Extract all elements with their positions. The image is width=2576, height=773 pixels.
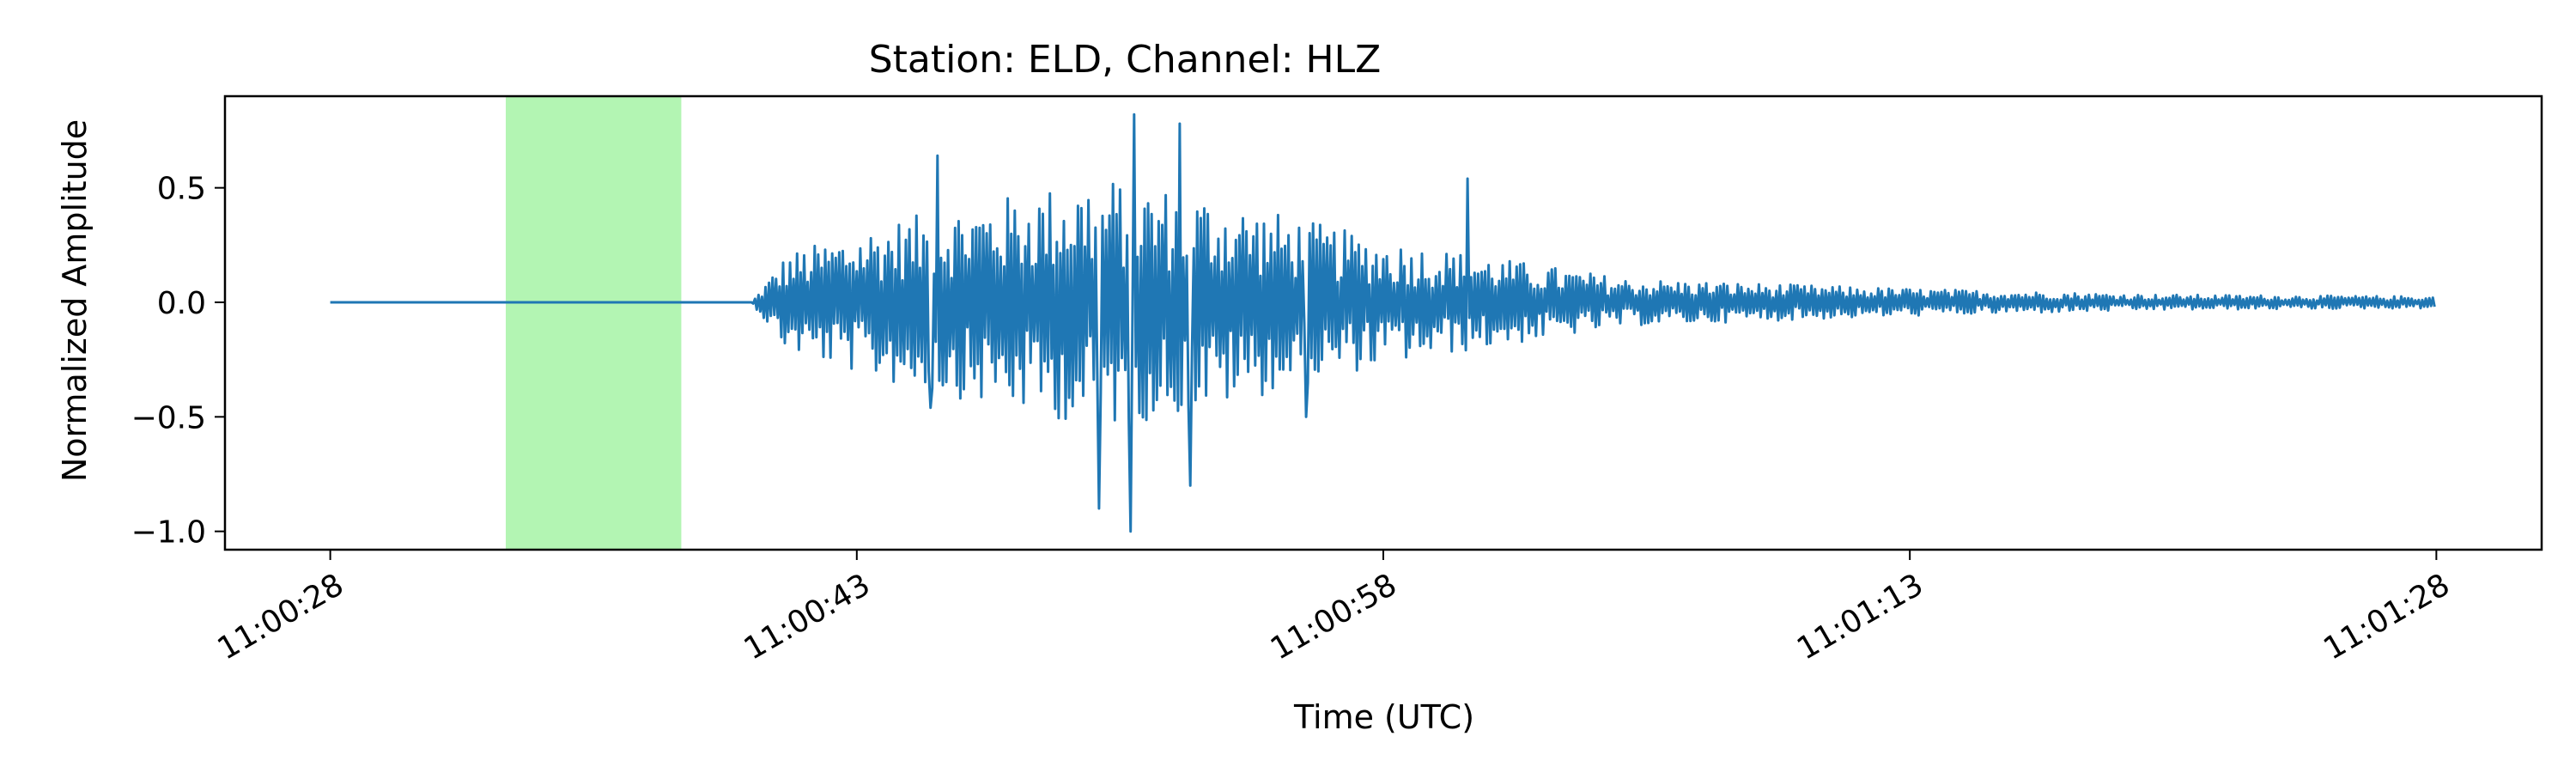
y-tick-label: −0.5 [131,400,206,435]
x-tick-label: 11:01:28 [2318,567,2456,666]
highlight-span [506,96,682,550]
x-tick-label: 11:00:43 [738,567,877,666]
x-axis: 11:00:28 11:00:43 11:00:58 11:01:13 11:01:28 [212,550,2456,667]
chart-title: Station: ELD, Channel: HLZ [869,38,1382,82]
y-axis-label: Normalized Amplitude [56,119,94,482]
y-tick-label: 0.0 [157,286,206,321]
y-axis: −1.0 −0.5 0.0 0.5 [131,172,225,551]
x-tick-label: 11:00:58 [1265,567,1403,666]
x-tick-label: 11:00:28 [212,567,350,666]
plot-area [223,94,2543,551]
x-axis-label: Time (UTC) [1293,698,1474,736]
y-tick-label: 0.5 [157,172,206,207]
x-tick-label: 11:01:13 [1791,567,1929,666]
waveform-series [330,113,2436,533]
y-tick-label: −1.0 [131,515,206,551]
